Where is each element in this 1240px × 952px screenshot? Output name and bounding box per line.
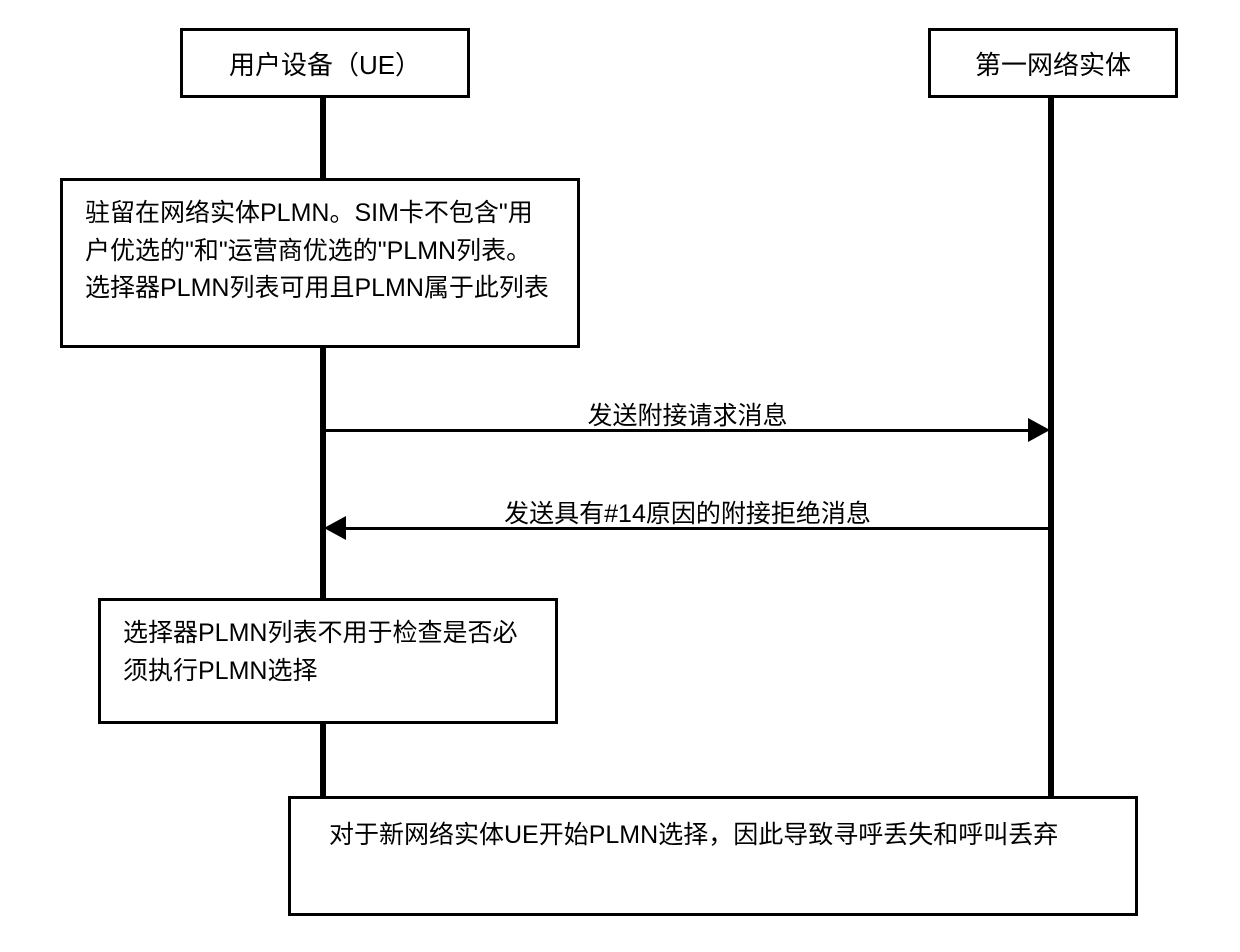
actor-ue: 用户设备（UE） [180, 28, 470, 98]
note-result: 对于新网络实体UE开始PLMN选择，因此导致寻呼丢失和呼叫丢弃 [288, 796, 1138, 916]
note-selector-text: 选择器PLMN列表不用于检查是否必须执行PLMN选择 [123, 615, 533, 690]
note-selector: 选择器PLMN列表不用于检查是否必须执行PLMN选择 [98, 598, 558, 724]
msg-attach-reject-line [330, 527, 1050, 530]
actor-network-entity-label: 第一网络实体 [975, 45, 1131, 82]
msg-attach-request-line [326, 429, 1046, 432]
sequence-diagram: 用户设备（UE） 第一网络实体 驻留在网络实体PLMN。SIM卡不包含"用户优选… [60, 28, 1180, 928]
msg-attach-request-label: 发送附接请求消息 [326, 396, 1049, 432]
note-camp: 驻留在网络实体PLMN。SIM卡不包含"用户优选的"和"运营商优选的"PLMN列… [60, 178, 580, 348]
msg-attach-request-arrow [1028, 418, 1050, 442]
lifeline-ue-seg2 [320, 348, 326, 598]
note-result-text: 对于新网络实体UE开始PLMN选择，因此导致寻呼丢失和呼叫丢弃 [329, 817, 1097, 855]
lifeline-ue-seg3 [320, 724, 326, 796]
lifeline-net1 [1048, 98, 1054, 796]
actor-network-entity: 第一网络实体 [928, 28, 1178, 98]
msg-attach-reject-label: 发送具有#14原因的附接拒绝消息 [326, 494, 1049, 530]
lifeline-ue [320, 98, 326, 178]
note-camp-text: 驻留在网络实体PLMN。SIM卡不包含"用户优选的"和"运营商优选的"PLMN列… [85, 195, 555, 308]
actor-ue-label: 用户设备（UE） [229, 45, 421, 82]
msg-attach-reject-arrow [324, 516, 346, 540]
